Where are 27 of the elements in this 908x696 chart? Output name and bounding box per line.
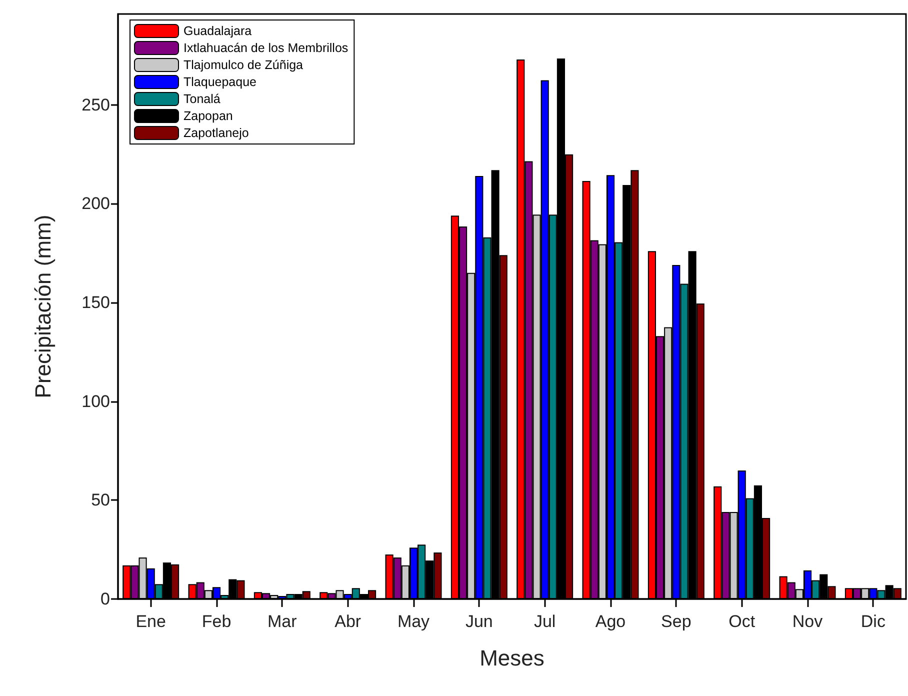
y-axis-title: Precipitación (mm) [30, 214, 56, 398]
x-tick-label: Ago [595, 612, 626, 631]
x-tick-label: Jul [534, 612, 556, 631]
y-tick-label: 50 [91, 490, 110, 510]
x-tick-label: Sep [661, 612, 692, 631]
y-tick-label: 100 [82, 392, 110, 411]
y-tick-label: 200 [82, 194, 110, 214]
x-tick-label: Nov [792, 612, 824, 631]
y-tick-label: 250 [82, 95, 110, 114]
x-tick-label: Mar [268, 612, 298, 631]
y-tick-label: 0 [100, 590, 110, 608]
legend-label: Guadalajara [184, 24, 252, 38]
x-tick-label: Dic [860, 612, 886, 631]
legend-label: Tlaquepaque [184, 75, 257, 89]
x-tick-label: Ene [136, 612, 166, 631]
x-tick-label: May [397, 612, 430, 631]
legend-label: Tonalá [184, 92, 220, 106]
x-axis-title: Meses [480, 646, 544, 670]
legend-label: Zapotlanejo [184, 126, 249, 140]
legend-label: Ixtlahuacán de los Membrillos [184, 41, 348, 55]
x-tick-label: Abr [334, 612, 362, 631]
y-tick-label: 150 [82, 293, 110, 312]
x-tick-label: Jun [465, 612, 493, 631]
x-tick-label: Oct [728, 612, 756, 631]
legend-label: Tlajomulco de Zúñiga [184, 58, 304, 72]
x-tick-label: Feb [202, 612, 232, 631]
legend-label: Zapopan [184, 109, 233, 123]
